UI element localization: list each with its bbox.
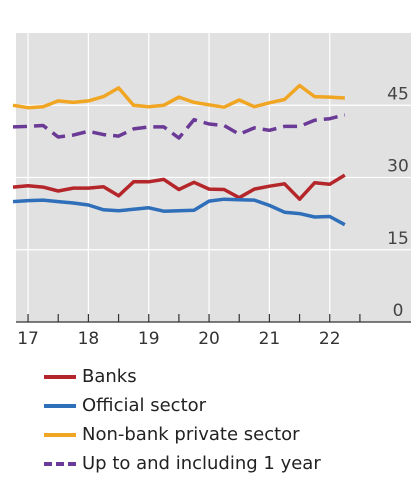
legend-item: Official sector bbox=[44, 391, 321, 420]
legend-label: Up to and including 1 year bbox=[82, 453, 321, 474]
legend-label: Official sector bbox=[82, 395, 207, 416]
y-tick-label: 15 bbox=[387, 229, 409, 249]
legend-item: Banks bbox=[44, 362, 321, 391]
x-tick-label: 21 bbox=[259, 329, 281, 349]
y-tick-label: 0 bbox=[393, 301, 404, 321]
legend-label: Banks bbox=[82, 366, 137, 387]
series-line bbox=[12, 83, 345, 110]
line-chart: 17 18 19 20 21 22 0 15 30 45 bbox=[12, 33, 411, 349]
legend-swatch bbox=[44, 461, 76, 466]
legend-item: Non-bank private sector bbox=[44, 420, 321, 449]
legend: Banks Official sector Non-bank private sec… bbox=[44, 362, 321, 478]
x-tick-label: 17 bbox=[17, 329, 39, 349]
series-line bbox=[12, 113, 346, 140]
y-tick-label: 30 bbox=[387, 157, 409, 177]
x-tick-label: 20 bbox=[198, 329, 220, 349]
x-axis: 17 18 19 20 21 22 bbox=[16, 314, 411, 349]
x-tick-label: 19 bbox=[138, 329, 160, 349]
y-tick-label: 45 bbox=[387, 84, 409, 104]
legend-swatch bbox=[44, 432, 76, 437]
legend-swatch bbox=[44, 374, 76, 379]
legend-item: Up to and including 1 year bbox=[44, 449, 321, 478]
series-line bbox=[12, 173, 346, 201]
legend-label: Non-bank private sector bbox=[82, 424, 300, 445]
series-lines bbox=[12, 83, 346, 227]
x-tick-label: 18 bbox=[78, 329, 100, 349]
legend-swatch bbox=[44, 403, 76, 408]
series-line bbox=[12, 197, 346, 227]
x-tick-label: 22 bbox=[319, 329, 341, 349]
gridlines bbox=[16, 33, 411, 322]
y-axis-labels: 0 15 30 45 bbox=[387, 84, 409, 321]
